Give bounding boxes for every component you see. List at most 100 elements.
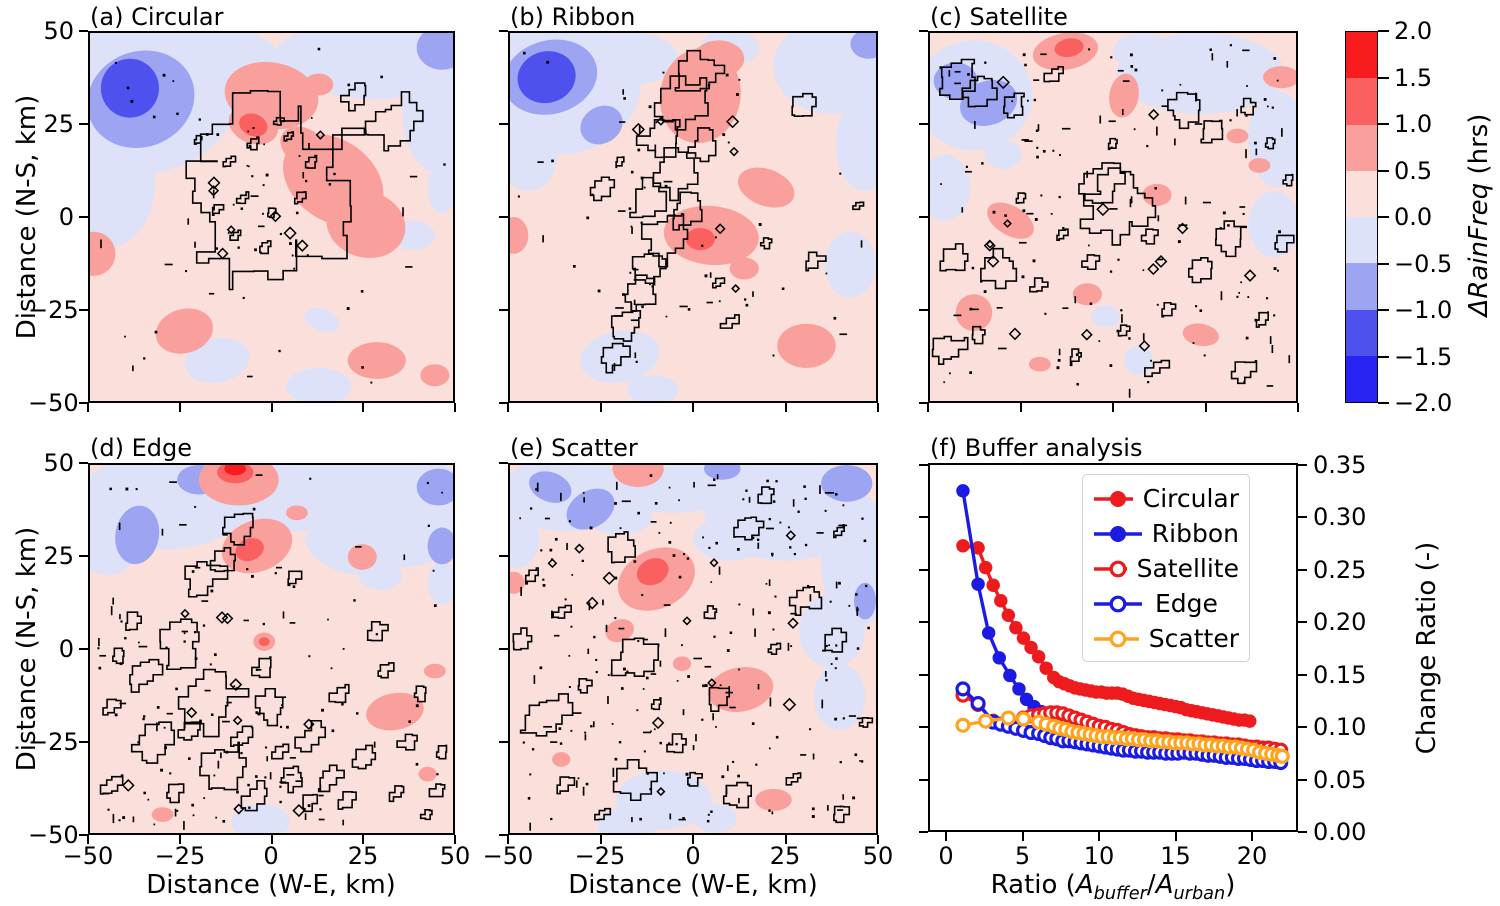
colorbar-band [1346, 124, 1377, 171]
colorbar-band [1346, 217, 1377, 264]
colorbar-band [1346, 263, 1377, 310]
axis-tick [499, 402, 508, 404]
axis-tick [1298, 778, 1307, 781]
legend-label-circular: Circular [1142, 484, 1239, 513]
f-ylabel: Change Ratio (-) [1412, 541, 1442, 755]
panel-e-title: (e) Scatter [510, 434, 638, 462]
map-scatter [508, 463, 878, 835]
axis-tick [1204, 403, 1207, 412]
a-ytick-25: 25 [43, 110, 74, 138]
axis-tick [79, 648, 88, 650]
axis-tick [1378, 216, 1389, 218]
axis-tick [1378, 30, 1389, 32]
axis-tick [1251, 832, 1253, 841]
d-ytick-m50: −50 [28, 821, 79, 849]
panel-d-title: (d) Edge [90, 434, 192, 462]
axis-tick [454, 835, 456, 844]
axis-tick [919, 463, 928, 466]
axis-tick [919, 673, 928, 676]
axis-tick [79, 402, 88, 404]
colorbar-band [1346, 78, 1377, 125]
colorbar-label: ΔRainFreq (hrs) [1464, 113, 1494, 317]
axis-tick [784, 835, 787, 844]
map-edge [88, 463, 455, 835]
legend-item-circular: Circular [1091, 481, 1239, 516]
axis-tick [499, 834, 508, 836]
axis-tick [919, 831, 928, 833]
axis-tick [507, 403, 509, 412]
panel-c-title: (c) Satellite [930, 3, 1068, 31]
axis-tick [1378, 309, 1389, 311]
a-ytick-0: 0 [58, 203, 74, 231]
axis-tick [1297, 403, 1299, 412]
satellite-marker-icon [1094, 560, 1127, 577]
panel-f-title: (f) Buffer analysis [930, 434, 1143, 462]
d-ytick-50: 50 [43, 449, 74, 477]
axis-tick [1019, 403, 1022, 412]
axis-tick [877, 403, 879, 412]
d-xtick-0: 0 [263, 842, 279, 870]
f-xtick-label: 5 [1014, 842, 1031, 870]
buffer-analysis-chart: Circular Ribbon Satellite Edge Scatter [928, 463, 1298, 832]
e-xtick-0: 0 [685, 842, 701, 870]
map-satellite [928, 31, 1298, 403]
axis-tick [499, 123, 508, 125]
colorbar-band [1346, 355, 1377, 402]
f-ytick-label: 0.35 [1313, 450, 1367, 479]
axis-tick [919, 402, 928, 404]
chart-legend: Circular Ribbon Satellite Edge Scatter [1082, 474, 1250, 662]
legend-item-satellite: Satellite [1091, 551, 1239, 586]
f-ytick-label: 0.15 [1313, 660, 1367, 689]
axis-tick [499, 309, 508, 311]
axis-tick [454, 403, 456, 412]
f-xtick-label: 15 [1160, 842, 1191, 870]
axis-tick [1298, 621, 1307, 624]
axis-tick [1098, 832, 1100, 841]
a-ytick-m50: −50 [28, 389, 79, 417]
colorbar-tick-label: 1.5 [1394, 63, 1433, 92]
d-xtick-m25: −25 [154, 842, 206, 870]
axis-tick [927, 403, 929, 412]
axis-tick [1378, 355, 1389, 358]
colorbar-tick-label: 0.5 [1394, 156, 1433, 185]
axis-tick [79, 309, 88, 311]
axis-tick [1298, 673, 1307, 676]
axis-tick [499, 216, 508, 218]
f-ytick-label: 0.30 [1313, 503, 1367, 532]
axis-tick [919, 621, 928, 624]
axis-tick [877, 835, 879, 844]
axis-tick [79, 123, 88, 125]
colorbar-band [1346, 170, 1377, 217]
axis-tick [507, 835, 509, 844]
map-circular [88, 31, 455, 403]
legend-item-ribbon: Ribbon [1091, 516, 1239, 551]
axis-tick [499, 741, 508, 743]
axis-tick [79, 741, 88, 743]
axis-tick [1378, 402, 1389, 404]
d-xtick-m50: −50 [62, 842, 114, 870]
legend-label-scatter: Scatter [1148, 624, 1239, 653]
d-xtick-25: 25 [347, 842, 379, 870]
axis-tick [599, 403, 602, 412]
d-ylabel: Distance (N-S, km) [12, 526, 42, 772]
axis-tick [919, 309, 928, 311]
axis-tick [784, 403, 787, 412]
f-xtick-label: 20 [1236, 842, 1268, 870]
axis-tick [1174, 832, 1177, 841]
axis-tick [79, 555, 88, 557]
axis-tick [1298, 463, 1307, 466]
edge-marker-icon [1094, 595, 1142, 612]
axis-tick [599, 835, 602, 844]
a-ytick-m25: −25 [28, 296, 79, 324]
colorbar-tick-label: −0.5 [1394, 249, 1453, 278]
axis-tick [919, 123, 928, 125]
legend-item-scatter: Scatter [1091, 621, 1239, 656]
legend-label-ribbon: Ribbon [1151, 519, 1239, 548]
axis-tick [1298, 568, 1307, 571]
e-xtick-m25: −25 [574, 842, 626, 870]
d-xlabel: Distance (W-E, km) [146, 870, 396, 900]
axis-tick [270, 403, 273, 412]
colorbar-tick-label: −1.5 [1394, 342, 1453, 371]
axis-tick [1378, 76, 1389, 79]
